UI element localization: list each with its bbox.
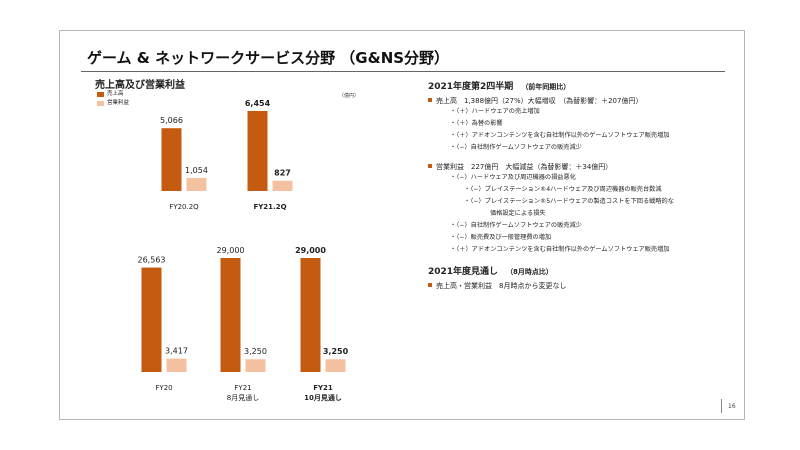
bar-operating-income (186, 177, 207, 191)
legend-item-sales: 売上高 (97, 90, 129, 99)
detail-line: ・（＋）アドオンコンテンツを含む自社制作以外のゲームソフトウェア販売増加 (450, 246, 670, 253)
category-label: FY21 (234, 384, 251, 392)
detail-line: ・（−）プレイステーション®4ハードウェア及び周辺機器の販売台数減 (464, 186, 662, 193)
bar-sales (161, 128, 182, 191)
legend-swatch-profit (97, 101, 104, 106)
bullet-square-icon (428, 164, 432, 168)
legend-item-profit: 営業利益 (97, 99, 129, 108)
detail-line: ・（＋）為替の影響 (450, 120, 503, 127)
data-label-operating-income: 3,417 (165, 347, 188, 356)
data-label-sales: 6,454 (245, 99, 271, 108)
detail-line: ・（−）ハードウェア及び周辺機器の損益悪化 (450, 174, 576, 181)
title-divider (81, 71, 725, 72)
commentary-panel: 2021年度第2四半期 （前年同期比） 売上高 1,388億円（27%）大幅増収 … (428, 79, 728, 291)
bar-operating-income (166, 358, 187, 372)
page-title: ゲーム & ネットワークサービス分野 （G&NS分野） (87, 49, 450, 67)
detail-line: ・（−）自社制作ゲームソフトウェアの販売減少 (450, 144, 582, 151)
category-label: FY20 (155, 384, 172, 392)
q2-subtitle: （前年同期比） (521, 83, 571, 91)
detail-line: 価格設定による損失 (490, 210, 546, 217)
bar-operating-income (245, 359, 266, 372)
data-label-sales: 26,563 (138, 256, 166, 265)
sales-bullet: 売上高 1,388億円（27%）大幅増収 （為替影響：＋207億円） (428, 96, 728, 106)
outlook-bullet: 売上高・営業利益 8月時点から変更なし (428, 281, 728, 291)
bar-sales (220, 258, 241, 372)
bar-operating-income (325, 359, 346, 372)
data-label-operating-income: 3,250 (323, 347, 349, 356)
legend-swatch-sales (97, 92, 104, 97)
profit-bullet: 営業利益 227億円 大幅減益（為替影響：＋34億円） (428, 162, 728, 172)
outlook-heading: 2021年度見通し （8月時点比） (428, 264, 728, 277)
bar-operating-income (272, 180, 293, 191)
outlook-bullet-text: 売上高・営業利益 8月時点から変更なし (436, 282, 567, 290)
data-label-sales: 29,000 (295, 246, 326, 255)
category-label: FY21.2Q (253, 203, 286, 211)
bar-sales (247, 111, 268, 191)
chart-title: 売上高及び営業利益 (95, 80, 185, 91)
bar-sales (300, 258, 321, 372)
q2-heading: 2021年度第2四半期 （前年同期比） (428, 79, 728, 92)
slide: ゲーム & ネットワークサービス分野 （G&NS分野） 売上高及び営業利益 売上… (59, 30, 745, 420)
data-label-operating-income: 827 (274, 169, 291, 178)
sales-detail-list: ・（＋）ハードウェアの売上増加 ・（＋）為替の影響・（＋）アドオンコンテンツを含む… (450, 106, 728, 154)
data-label-sales: 29,000 (217, 246, 245, 255)
detail-line: ・（−）プレイステーション®5ハードウェアの製造コストを下回る戦略的な (464, 198, 674, 205)
profit-detail-list: ・（−）ハードウェア及び周辺機器の損益悪化・（−）プレイステーション®4ハードウ… (450, 172, 728, 256)
data-label-operating-income: 3,250 (244, 347, 267, 356)
category-label: 8月見通し (227, 393, 259, 402)
legend-label-profit: 営業利益 (107, 100, 130, 106)
bar-sales (141, 267, 162, 372)
bullet-square-icon (428, 283, 432, 287)
category-label: FY21 (313, 384, 333, 392)
unit-label: （億円） (339, 93, 360, 99)
profit-bullet-text: 営業利益 227億円 大幅減益（為替影響：＋34億円） (436, 163, 613, 171)
detail-line: ・（＋）ハードウェアの売上増加 (450, 108, 540, 115)
detail-line: ・（−）販売費及び一般管理費の増加 (450, 234, 552, 241)
detail-line: ・（＋）アドオンコンテンツを含む自社制作以外のゲームソフトウェア販売増加 (450, 132, 670, 139)
outlook-subtitle: （8月時点比） (506, 268, 553, 276)
sales-bullet-text: 売上高 1,388億円（27%）大幅増収 （為替影響：＋207億円） (436, 97, 643, 105)
page-number: 16 (728, 403, 736, 410)
chart-legend: 売上高 営業利益 (97, 90, 129, 108)
legend-label-sales: 売上高 (107, 91, 124, 97)
outlook-title: 2021年度見通し (428, 267, 499, 277)
bar-charts: 5,066 1,054 FY20.2Q 6,454 827 FY21.2Q 26,563 3,… (138, 99, 349, 402)
category-label: 10月見通し (304, 393, 342, 402)
page-number-divider (721, 399, 722, 413)
q2-title: 2021年度第2四半期 (428, 82, 514, 92)
detail-line: ・（−）自社制作ゲームソフトウェアの販売減少 (450, 222, 582, 229)
category-label: FY20.2Q (169, 203, 199, 211)
data-label-operating-income: 1,054 (185, 166, 208, 175)
bullet-square-icon (428, 98, 432, 102)
data-label-sales: 5,066 (160, 116, 183, 125)
